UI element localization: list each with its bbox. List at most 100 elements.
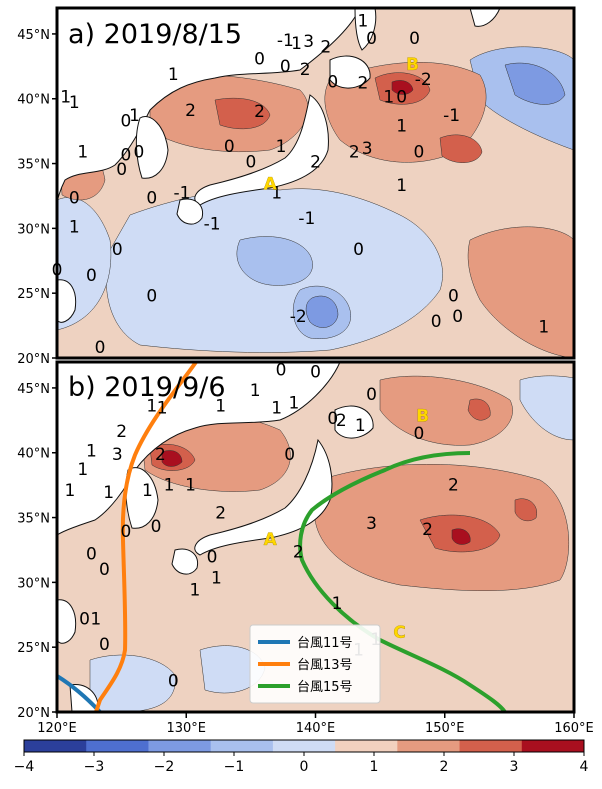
land-hokkaido — [329, 55, 371, 89]
panel-a-title: a) 2019/8/15 — [68, 19, 242, 50]
contour-label: 0 — [245, 153, 256, 173]
contour-label: 3 — [303, 32, 314, 52]
contour-label: 3 — [112, 445, 123, 465]
contour-label: 0 — [79, 610, 90, 630]
typhoon-15-track — [298, 451, 507, 712]
colorbar-tick-label: −2 — [154, 759, 175, 775]
contour-label: 0 — [86, 266, 97, 286]
contour-label: 1 — [77, 142, 88, 162]
contour-label: 0 — [69, 189, 80, 209]
contour-label: 1 — [168, 65, 179, 85]
colorbar-tick-label: −3 — [84, 759, 105, 775]
land-taiwan — [57, 279, 77, 323]
contour-label: -1 — [443, 106, 460, 126]
contour-label: 1 — [142, 481, 153, 501]
contour-label: 1 — [69, 217, 80, 237]
lon-tick-label: 160°E — [554, 721, 594, 736]
contour-label: 1 — [276, 137, 287, 157]
contour-label: 0 — [310, 362, 321, 382]
contour-label: 0 — [146, 286, 157, 306]
panel-b-title: b) 2019/9/6 — [68, 372, 226, 403]
contour-label: 0 — [448, 286, 459, 306]
contour-label: -1 — [277, 31, 294, 51]
point-label-c: C — [393, 623, 405, 643]
contour-label: 1 — [185, 476, 196, 496]
contour-label: 0 — [52, 261, 63, 281]
contour-label: 1 — [271, 183, 282, 203]
contour-label: 0 — [327, 409, 338, 429]
contour-label: 0 — [133, 142, 144, 162]
warm-anomaly-north-core — [467, 398, 491, 421]
contour-label: -1 — [204, 214, 221, 234]
lon-tick-label: 150°E — [425, 721, 465, 736]
contour-label: 1 — [103, 483, 114, 503]
land-kyushu — [176, 198, 204, 225]
contour-label: 0 — [112, 240, 123, 260]
panel-a-points: AB — [264, 55, 420, 195]
land-kyushu — [171, 548, 199, 575]
colorbar-bin — [459, 740, 523, 752]
land-asia — [57, 8, 361, 206]
colorbar-bin — [148, 740, 212, 752]
colorbar-tick-label: 1 — [370, 759, 379, 775]
colorbar-tick-label: 2 — [440, 759, 449, 775]
legend-label: 台風13号 — [297, 658, 353, 673]
contour-label: 2 — [336, 411, 347, 431]
contour-label: 0 — [284, 445, 295, 465]
land-hokkaido — [334, 405, 374, 439]
contour-label: 0 — [224, 137, 235, 157]
lat-tick-label: 35°N — [17, 158, 50, 173]
contour-label: 0 — [99, 560, 110, 580]
contour-label: 0 — [431, 312, 442, 332]
lat-tick-label: 45°N — [17, 382, 50, 397]
contour-label: 2 — [215, 503, 226, 523]
panel-a-map — [57, 8, 574, 358]
contour-label: 1 — [77, 460, 88, 480]
lat-tick-label: 20°N — [17, 706, 50, 721]
colorbar-bin — [210, 740, 274, 752]
colorbar-tick-label: −4 — [14, 759, 35, 775]
warm-anomaly-northeast-peak — [391, 80, 414, 95]
contour-label: 0 — [95, 338, 106, 358]
colorbar-bin — [24, 740, 87, 752]
lat-tick-label: 25°N — [17, 641, 50, 656]
contour-label: 0 — [146, 189, 157, 209]
contour-label: 0 — [168, 671, 179, 691]
colorbar-bin — [335, 740, 398, 752]
contour-label: 1 — [215, 396, 226, 416]
contour-label: 1 — [332, 594, 343, 614]
point-label-b: B — [406, 55, 419, 75]
contour-label: 1 — [189, 581, 200, 601]
contour-label: 1 — [355, 416, 366, 436]
contour-label: -2 — [290, 307, 307, 327]
point-label-b: B — [416, 407, 429, 427]
contour-label: 1 — [86, 442, 97, 462]
contour-label: 1 — [90, 610, 101, 630]
contour-label: 2 — [155, 445, 166, 465]
contour-label: 0 — [452, 307, 463, 327]
contour-label: 0 — [121, 111, 132, 131]
point-label-a: A — [264, 530, 278, 550]
lat-tick-label: 40°N — [17, 93, 50, 108]
lat-tick-label: 30°N — [17, 222, 50, 237]
lon-axis: 120°E 130°E 140°E 150°E 160°E — [37, 712, 594, 736]
contour-label: 0 — [327, 72, 338, 92]
contour-label: 1 — [164, 476, 175, 496]
legend-label: 台風11号 — [297, 636, 353, 651]
contour-label: 0 — [409, 29, 420, 49]
typhoon-13-track — [94, 362, 198, 712]
contour-label: 0 — [413, 142, 424, 162]
lon-tick-label: 140°E — [296, 721, 336, 736]
cold-anomaly-core — [236, 236, 313, 286]
contour-label: 1 — [250, 381, 261, 401]
land-sakhalin — [354, 8, 377, 51]
lat-tick-label: 35°N — [17, 512, 50, 527]
contour-label: -2 — [415, 70, 432, 90]
land-japan-main — [194, 438, 333, 556]
contour-label: 2 — [448, 476, 459, 496]
lat-tick-label: 25°N — [17, 287, 50, 302]
contour-label: 1 — [289, 393, 300, 413]
colorbar-tick-label: 4 — [580, 759, 589, 775]
contour-label: 0 — [99, 635, 110, 655]
